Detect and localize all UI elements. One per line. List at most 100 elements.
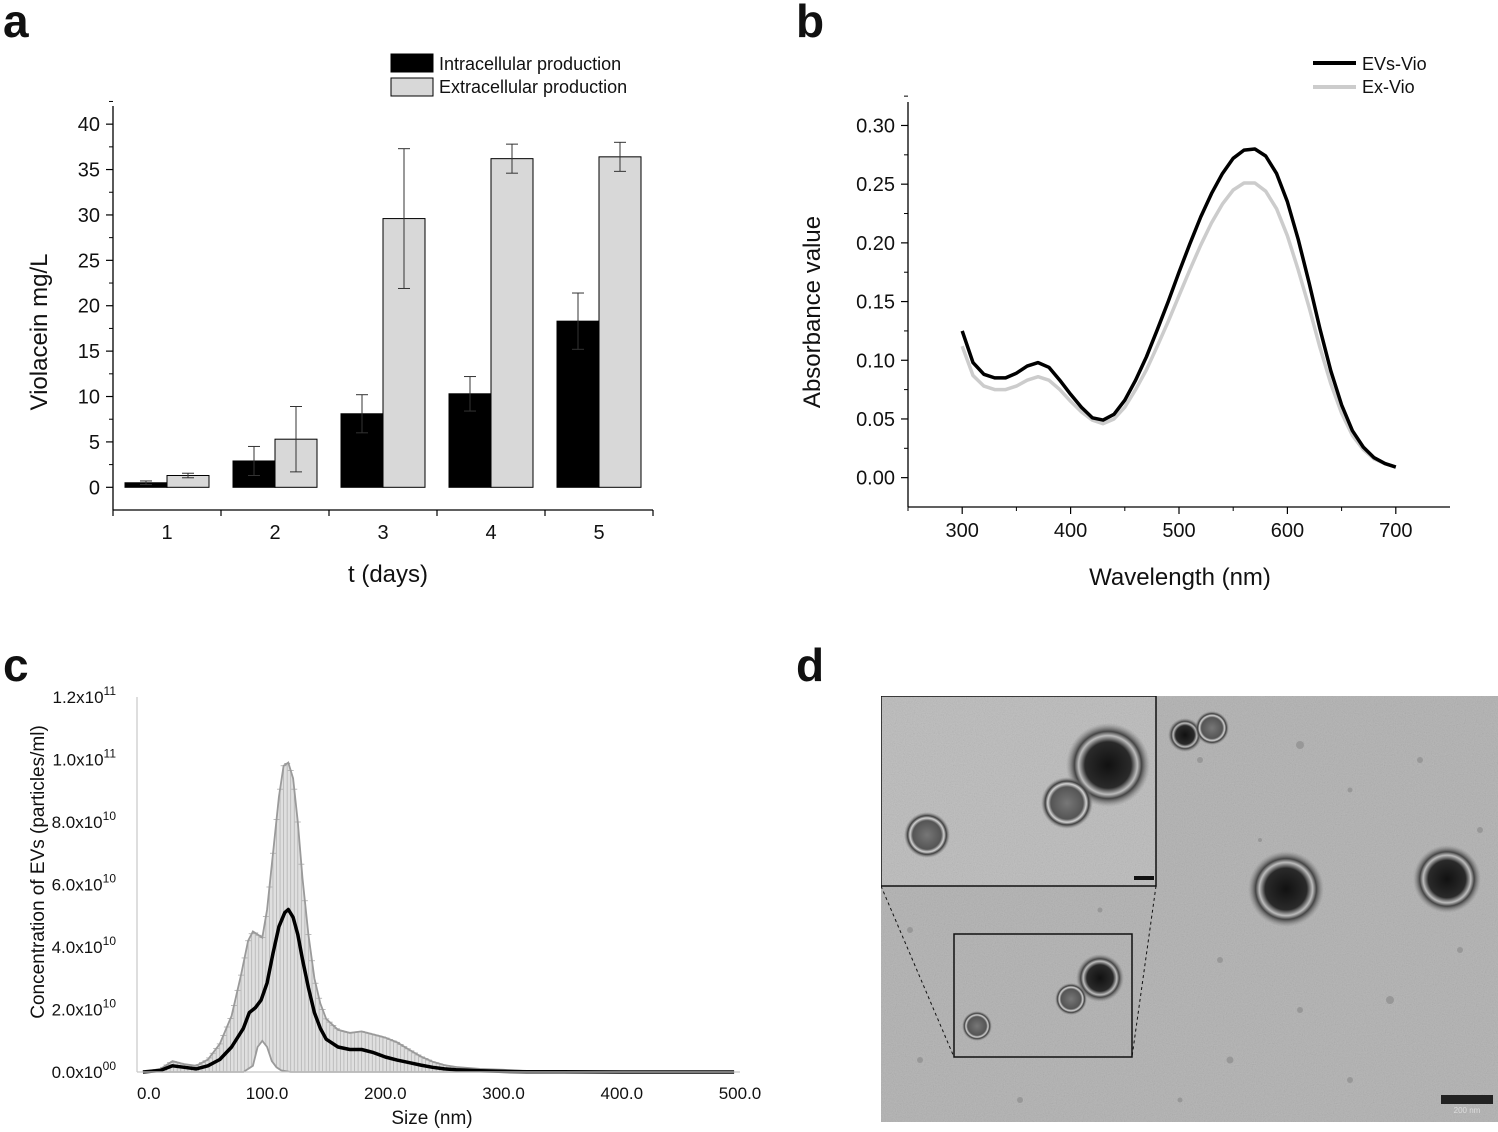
error-bar bbox=[140, 480, 152, 486]
error-bar bbox=[572, 292, 584, 350]
legend-swatch-intracellular bbox=[390, 53, 434, 73]
y-tick-label: 2.0x1010 bbox=[52, 997, 117, 1020]
vesicle bbox=[1055, 983, 1087, 1015]
x-tick-label: 0.0 bbox=[137, 1084, 161, 1103]
x-tick-label: 200.0 bbox=[364, 1084, 407, 1103]
chart-c-y-ticks: 0.0x1000 2.0x1010 4.0x1010 6.0x1010 8.0x1010… bbox=[52, 684, 117, 1082]
y-tick-label: 10 bbox=[78, 387, 100, 409]
vesicle bbox=[962, 1011, 992, 1041]
y-tick-label: 0 bbox=[89, 477, 100, 499]
zoom-guide-left bbox=[881, 885, 955, 1058]
y-tick-label: 1.2x1011 bbox=[52, 684, 116, 707]
series-mean bbox=[142, 907, 735, 1074]
y-tick-label: 0.25 bbox=[856, 174, 895, 196]
x-tick-label: 600 bbox=[1271, 520, 1304, 542]
x-tick-label: 2 bbox=[269, 522, 280, 544]
chart-a-y-ticks: 0 5 10 15 20 25 30 35 40 bbox=[78, 100, 113, 499]
series-ex-vio bbox=[960, 181, 1397, 469]
chart-b-series bbox=[960, 147, 1397, 469]
chart-b-ylabel: Absorbance value bbox=[799, 216, 826, 408]
x-tick-label: 300.0 bbox=[482, 1084, 525, 1103]
legend-label-ex-vio: Ex-Vio bbox=[1362, 77, 1415, 97]
chart-a-xlabel: t (days) bbox=[348, 561, 428, 588]
tem-debris bbox=[907, 741, 1483, 1103]
error-bar bbox=[248, 445, 260, 477]
y-tick-label: 0.10 bbox=[856, 350, 895, 372]
error-bar bbox=[290, 406, 302, 473]
x-tick-label: 400 bbox=[1054, 520, 1087, 542]
y-tick-label: 35 bbox=[78, 160, 100, 182]
y-tick-label: 5 bbox=[89, 432, 100, 454]
y-tick-label: 20 bbox=[78, 296, 100, 318]
chart-b-axes bbox=[907, 102, 1450, 508]
y-tick-label: 1.0x1011 bbox=[52, 747, 116, 770]
chart-b-xlabel: Wavelength (nm) bbox=[1089, 564, 1271, 591]
x-tick-label: 5 bbox=[593, 522, 604, 544]
y-tick-label: 0.15 bbox=[856, 292, 895, 314]
y-tick-label: 0.0x1000 bbox=[52, 1059, 117, 1082]
x-tick-label: 1 bbox=[161, 522, 172, 544]
y-tick-label: 0.00 bbox=[856, 468, 895, 490]
tem-inset bbox=[881, 696, 1157, 887]
x-tick-label: 400.0 bbox=[600, 1084, 643, 1103]
legend-label-extracellular: Extracellular production bbox=[439, 77, 627, 97]
y-tick-label: 6.0x1010 bbox=[52, 872, 117, 895]
chart-a-x-ticks: 1 2 3 4 5 bbox=[112, 510, 654, 544]
zoom-guide-right bbox=[1131, 885, 1157, 1058]
chart-b-x-ticks: 300 400 500 600 700 bbox=[907, 507, 1412, 542]
vesicle bbox=[1413, 845, 1481, 913]
bar-extracellular bbox=[490, 158, 534, 488]
error-bar bbox=[506, 143, 518, 174]
x-tick-label: 700 bbox=[1379, 520, 1412, 542]
panel-label-b: b bbox=[796, 0, 824, 47]
vesicle bbox=[1248, 851, 1324, 927]
series-upper bbox=[142, 761, 735, 1073]
bar-extracellular bbox=[598, 156, 642, 488]
inset-vesicle bbox=[1066, 723, 1150, 807]
inset-scale-bar bbox=[1134, 876, 1154, 880]
inset-vesicle bbox=[904, 812, 950, 858]
panel-label-a: a bbox=[3, 0, 29, 47]
chart-c-axes bbox=[136, 697, 740, 1073]
x-tick-label: 100.0 bbox=[246, 1084, 289, 1103]
main-scale-bar bbox=[1441, 1095, 1493, 1104]
chart-b-line: 0.00 0.05 0.10 0.15 0.20 0.25 0.30 300 400 500 60… bbox=[799, 54, 1450, 591]
x-tick-label: 4 bbox=[485, 522, 496, 544]
chart-c-error-band bbox=[142, 762, 735, 1072]
error-bar bbox=[356, 394, 368, 434]
y-tick-label: 40 bbox=[78, 114, 100, 136]
vesicle bbox=[1195, 711, 1229, 745]
legend-swatch-extracellular bbox=[390, 77, 434, 97]
chart-c-ylabel: Concentration of EVs (particles/ml) bbox=[28, 725, 49, 1019]
chart-b-legend: EVs-Vio Ex-Vio bbox=[1313, 54, 1427, 97]
chart-c-line: 0.0x1000 2.0x1010 4.0x1010 6.0x1010 8.0x1010… bbox=[28, 684, 761, 1129]
inset-vesicle bbox=[1041, 777, 1093, 829]
panel-label-d: d bbox=[796, 639, 824, 691]
x-tick-label: 300 bbox=[946, 520, 979, 542]
main-scale-label: 200 nm bbox=[1454, 1106, 1481, 1115]
chart-a-error-bars bbox=[140, 141, 626, 486]
panel-label-c: c bbox=[3, 639, 29, 691]
y-tick-label: 15 bbox=[78, 341, 100, 363]
vesicle bbox=[1168, 718, 1202, 752]
error-bar bbox=[614, 141, 626, 172]
y-tick-label: 0.30 bbox=[856, 115, 895, 137]
y-tick-label: 30 bbox=[78, 205, 100, 227]
legend-label-evs-vio: EVs-Vio bbox=[1362, 54, 1427, 74]
y-tick-label: 0.05 bbox=[856, 409, 895, 431]
x-tick-label: 500.0 bbox=[719, 1084, 762, 1103]
chart-a-bars bbox=[124, 156, 642, 488]
vesicle bbox=[1076, 954, 1124, 1002]
y-tick-label: 8.0x1010 bbox=[52, 809, 117, 832]
legend-label-intracellular: Intracellular production bbox=[439, 54, 621, 74]
chart-b-y-ticks: 0.00 0.05 0.10 0.15 0.20 0.25 0.30 bbox=[856, 95, 908, 490]
y-tick-label: 0.20 bbox=[856, 233, 895, 255]
y-tick-label: 4.0x1010 bbox=[52, 934, 117, 957]
chart-a-ylabel: Violacein mg/L bbox=[26, 254, 53, 411]
chart-c-xlabel: Size (nm) bbox=[391, 1108, 472, 1129]
zoom-region-box bbox=[953, 933, 1133, 1058]
chart-c-x-ticks: 0.0 100.0 200.0 300.0 400.0 500.0 bbox=[137, 1084, 761, 1103]
y-tick-label: 25 bbox=[78, 250, 100, 272]
series-evs-vio bbox=[960, 147, 1397, 469]
